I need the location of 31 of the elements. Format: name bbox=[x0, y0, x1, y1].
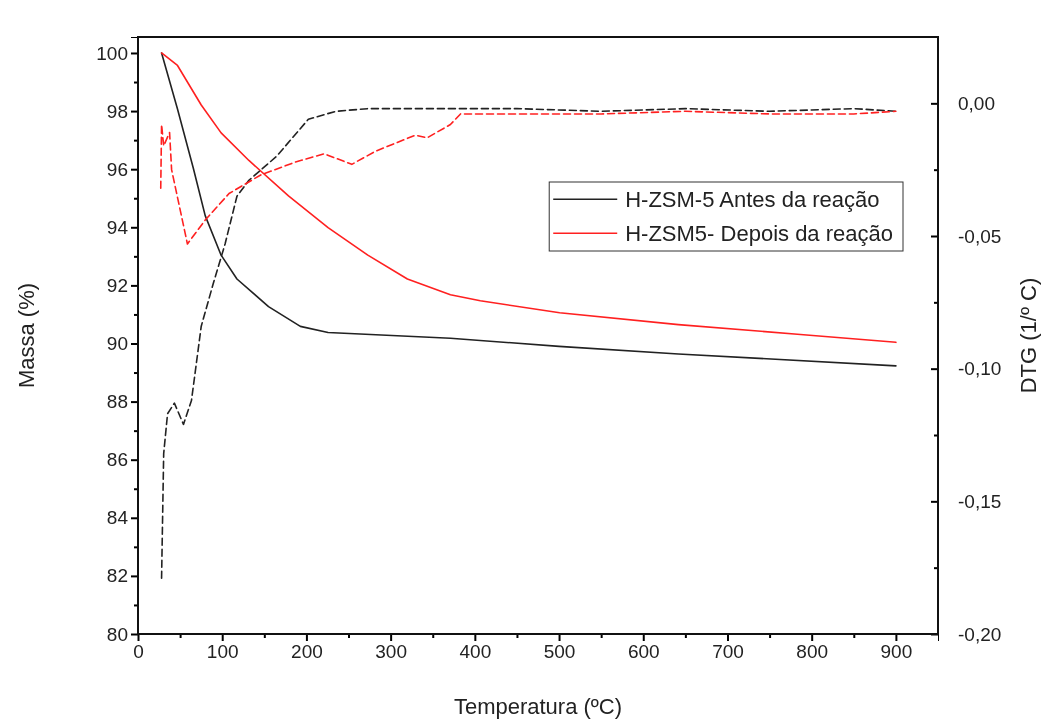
y-tick-label: 86 bbox=[106, 449, 128, 471]
x-tick-label: 0 bbox=[133, 641, 144, 663]
x-tick-label: 500 bbox=[543, 641, 576, 663]
x-tick-label: 600 bbox=[627, 641, 660, 663]
x-tick-label: 100 bbox=[206, 641, 239, 663]
y-tick-label: 92 bbox=[106, 274, 128, 296]
y2-tick-label: -0,10 bbox=[958, 358, 1002, 380]
y-tick-label: 90 bbox=[106, 333, 128, 355]
y-tick-label: 80 bbox=[106, 623, 128, 645]
y2-tick-label: -0,15 bbox=[958, 490, 1002, 512]
y-tick-label: 96 bbox=[106, 158, 128, 180]
y2-axis-title: DTG (1/º C) bbox=[1016, 277, 1041, 394]
x-tick-label: 400 bbox=[459, 641, 492, 663]
legend-label: H-ZSM-5 Antes da reação bbox=[625, 187, 880, 212]
y2-tick-label: -0,20 bbox=[958, 623, 1002, 645]
y-axis-title: Massa (%) bbox=[14, 282, 39, 389]
y-tick-label: 94 bbox=[106, 216, 129, 238]
y-tick-label: 82 bbox=[106, 565, 128, 587]
y2-tick-label: 0,00 bbox=[958, 92, 995, 114]
y2-tick-label: -0,05 bbox=[958, 225, 1002, 247]
x-tick-label: 800 bbox=[796, 641, 829, 663]
y-tick-label: 84 bbox=[106, 507, 129, 529]
y-tick-label: 88 bbox=[106, 391, 128, 413]
x-tick-label: 300 bbox=[375, 641, 407, 663]
x-axis-title: Temperatura (ºC) bbox=[453, 694, 623, 719]
y-tick-label: 100 bbox=[96, 42, 128, 64]
legend-label: H-ZSM5- Depois da reação bbox=[625, 221, 893, 246]
x-tick-label: 900 bbox=[880, 641, 913, 663]
x-tick-label: 700 bbox=[712, 641, 744, 663]
y-tick-label: 98 bbox=[106, 100, 128, 122]
x-tick-label: 200 bbox=[291, 641, 323, 663]
